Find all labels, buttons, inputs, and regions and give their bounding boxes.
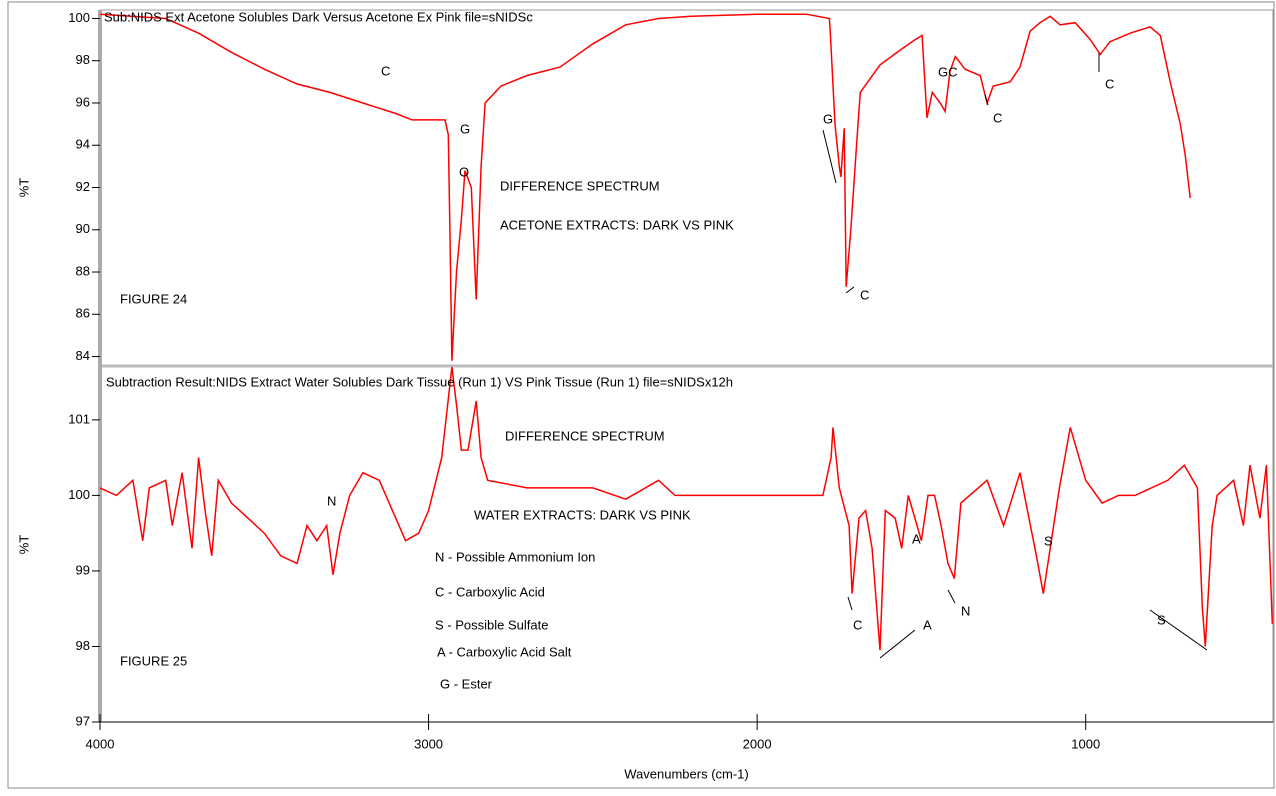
annotation: G	[823, 111, 833, 126]
y-tick-label: 92	[76, 179, 90, 194]
annotation: A - Carboxylic Acid Salt	[437, 644, 572, 659]
annotation: S	[1044, 533, 1053, 548]
annotation: C	[993, 110, 1002, 125]
y-axis-label: %T	[16, 535, 31, 555]
annotation: C	[853, 617, 862, 632]
annotation: ACETONE EXTRACTS: DARK VS PINK	[500, 217, 734, 232]
annotation: C - Carboxylic Acid	[435, 584, 545, 599]
annotation: C	[1105, 76, 1114, 91]
frame	[7, 1, 1275, 789]
x-tick-label: 1000	[1071, 736, 1100, 751]
annotation: N	[327, 493, 336, 508]
y-tick-label: 98	[76, 638, 90, 653]
chart-title: Subtraction Result:NIDS Extract Water So…	[106, 374, 733, 389]
leader-line	[984, 94, 989, 106]
annotation: FIGURE 24	[120, 291, 187, 306]
spectrum-line	[99, 13, 1191, 361]
annotation: S - Possible Sulfate	[435, 617, 548, 632]
leader-line	[845, 286, 855, 294]
annotation: A	[923, 617, 932, 632]
x-tick-label: 2000	[743, 736, 772, 751]
annotation: N - Possible Ammonium Ion	[435, 549, 595, 564]
annotation: S	[1157, 612, 1166, 627]
x-tick-label: 4000	[86, 736, 115, 751]
x-tick-label: 3000	[414, 736, 443, 751]
annotation: GC	[938, 64, 958, 79]
y-axis-label: %T	[16, 178, 31, 198]
y-tick-label: 86	[76, 306, 90, 321]
leader-line	[1149, 609, 1208, 651]
y-tick-label: 84	[76, 348, 90, 363]
annotation: O	[459, 164, 469, 179]
spectrum-line	[99, 366, 1274, 651]
annotation: C	[860, 287, 869, 302]
annotation: N	[961, 603, 970, 618]
annotation: DIFFERENCE SPECTRUM	[500, 178, 660, 193]
y-tick-label: 96	[76, 94, 90, 109]
annotation: A	[912, 531, 921, 546]
annotation: G	[460, 121, 470, 136]
annotation: G - Ester	[440, 676, 493, 691]
y-tick-label: 90	[76, 221, 90, 236]
y-tick-label: 100	[68, 487, 90, 502]
y-tick-label: 98	[76, 52, 90, 67]
leader-line	[879, 629, 916, 659]
annotation: WATER EXTRACTS: DARK VS PINK	[474, 507, 691, 522]
annotation: C	[381, 63, 390, 78]
leader-line	[847, 596, 853, 611]
y-tick-label: 101	[68, 411, 90, 426]
y-tick-label: 88	[76, 263, 90, 278]
y-tick-label: 94	[76, 137, 90, 152]
annotation: DIFFERENCE SPECTRUM	[505, 428, 665, 443]
y-tick-label: 97	[76, 713, 90, 728]
x-axis-label: Wavenumbers (cm-1)	[624, 766, 748, 781]
y-tick-label: 100	[68, 10, 90, 25]
leader-line	[822, 129, 837, 184]
leader-line	[947, 589, 956, 604]
y-tick-label: 99	[76, 562, 90, 577]
annotation: FIGURE 25	[120, 653, 187, 668]
chart-title: Sub:NIDS Ext Acetone Solubles Dark Versu…	[104, 9, 533, 24]
